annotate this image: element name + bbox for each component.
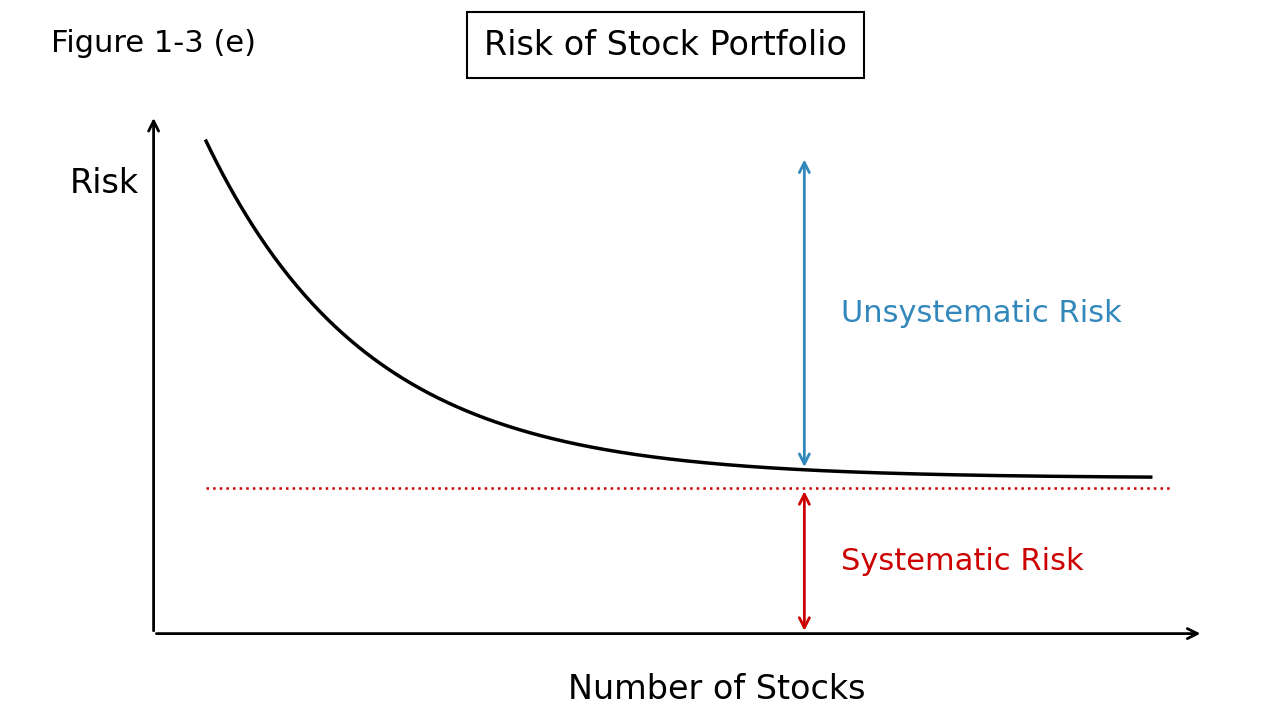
Text: Figure 1-3 (e): Figure 1-3 (e)	[51, 29, 256, 58]
Text: Risk of Stock Portfolio: Risk of Stock Portfolio	[484, 29, 847, 62]
Text: Systematic Risk: Systematic Risk	[841, 546, 1084, 575]
Text: Number of Stocks: Number of Stocks	[568, 672, 865, 706]
Text: Risk: Risk	[69, 167, 138, 200]
Text: Unsystematic Risk: Unsystematic Risk	[841, 299, 1121, 328]
